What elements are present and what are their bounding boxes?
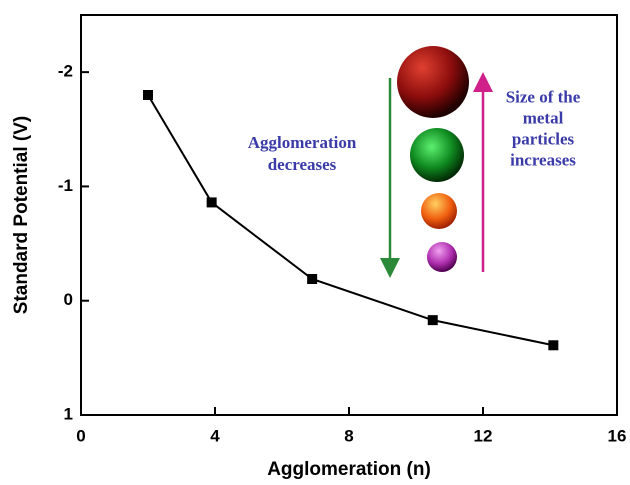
data-point [206,197,217,208]
annotation: Agglomeration [248,133,357,152]
x-axis-label: Agglomeration (n) [267,459,431,480]
x-tick-label: 16 [608,426,627,445]
data-point [427,315,438,326]
y-tick-label: 0 [64,290,73,309]
illustration [380,46,493,278]
x-tick-label: 4 [210,426,220,445]
x-tick-label: 8 [344,426,353,445]
annotation: metal [523,108,564,127]
annotation: particles [512,129,575,148]
data-point [548,340,559,351]
y-tick-label: -1 [58,176,73,195]
annotation: increases [510,150,576,169]
data-point [307,274,318,284]
data-point [143,90,153,100]
plot-frame [80,14,618,416]
annotation: Size of the [506,87,581,106]
x-tick-label: 12 [474,426,493,445]
y-tick-label: -2 [58,62,73,81]
x-tick-label: 0 [76,426,85,445]
y-tick-label: 1 [64,404,73,423]
annotation: decreases [268,155,337,174]
y-axis-label: Standard Potential (V) [11,116,32,314]
